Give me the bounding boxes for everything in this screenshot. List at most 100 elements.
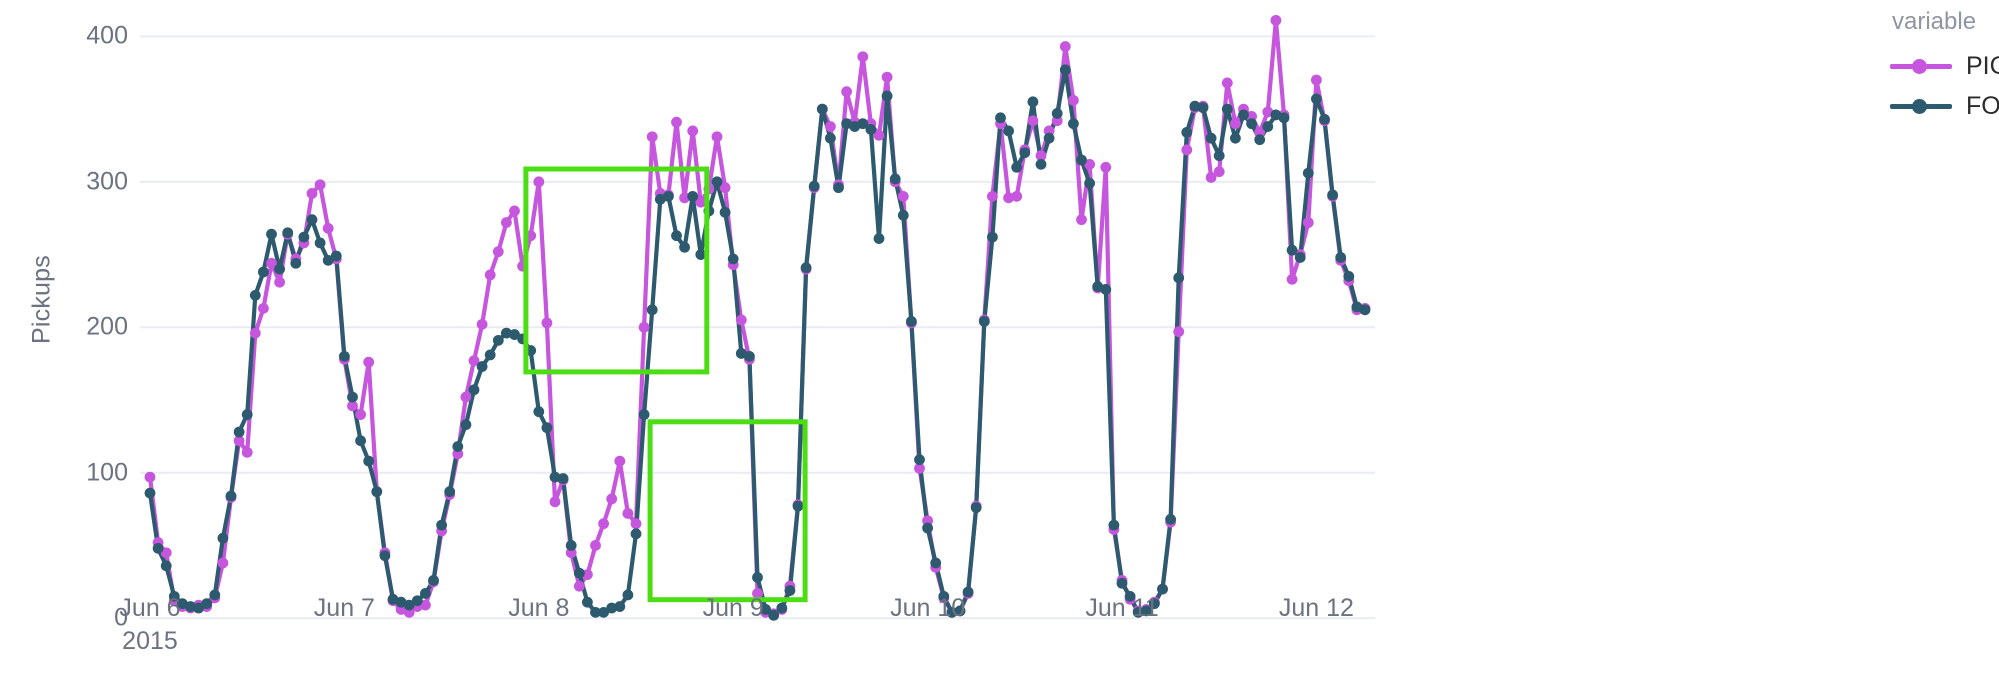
data-point <box>881 90 893 102</box>
legend-entry-pickups[interactable]: PICKUPS <box>1890 46 1999 86</box>
data-point <box>1270 14 1282 26</box>
data-point <box>663 190 674 202</box>
data-point <box>897 209 909 221</box>
data-point <box>468 384 480 396</box>
data-point <box>557 473 569 484</box>
data-point <box>590 606 601 618</box>
data-point <box>509 205 520 217</box>
data-point <box>193 602 204 614</box>
data-point <box>476 318 488 330</box>
data-point <box>436 519 447 531</box>
legend-entries: PICKUPS FORECAST <box>1890 46 1999 126</box>
x-axis-tick: Jun 11 <box>1085 592 1158 625</box>
data-point <box>314 179 326 191</box>
x-axis-tick-label: Jun 11 <box>1085 594 1159 622</box>
data-point <box>792 500 804 512</box>
data-point <box>881 71 893 83</box>
data-point <box>946 606 958 618</box>
data-point <box>1068 94 1079 106</box>
data-point <box>825 132 836 144</box>
y-axis-tick: 300 <box>86 167 128 196</box>
data-point <box>1221 77 1233 89</box>
data-point <box>1262 121 1274 132</box>
data-point <box>630 518 642 530</box>
data-point <box>541 422 553 434</box>
data-point <box>1108 519 1120 531</box>
data-point <box>849 121 861 132</box>
data-point <box>468 355 480 367</box>
data-point <box>355 409 366 420</box>
data-point <box>298 231 310 243</box>
data-point <box>622 508 634 519</box>
data-point <box>1100 284 1112 295</box>
data-point <box>679 241 690 253</box>
data-point <box>687 190 699 202</box>
data-point <box>1084 158 1095 170</box>
x-axis-tick-label: Jun 8 <box>508 594 570 622</box>
data-point <box>452 441 464 452</box>
x-axis-tick-label: Jun 9 <box>702 594 764 622</box>
data-point <box>1181 126 1193 138</box>
plot-area <box>140 0 1375 640</box>
plot-svg <box>140 14 1375 621</box>
data-point <box>160 547 172 559</box>
data-point <box>1084 177 1095 189</box>
data-point <box>484 269 496 281</box>
data-point <box>549 471 561 483</box>
data-point <box>241 446 253 458</box>
data-point <box>914 454 925 466</box>
data-point <box>233 435 245 447</box>
data-point <box>889 173 901 185</box>
data-point <box>541 317 553 329</box>
data-point <box>857 118 869 130</box>
data-point <box>873 233 885 244</box>
x-axis-tick-label: Jun 6 <box>119 594 181 622</box>
data-point <box>492 334 504 346</box>
data-point <box>355 435 366 447</box>
data-point <box>258 266 269 278</box>
data-point <box>306 188 318 199</box>
data-point <box>1230 118 1241 130</box>
legend-entry-forecast[interactable]: FORECAST <box>1890 86 1999 126</box>
data-point <box>533 176 545 188</box>
data-point <box>930 557 942 569</box>
data-point <box>1011 161 1023 173</box>
data-point <box>363 356 375 368</box>
data-point <box>1027 96 1039 108</box>
data-point <box>168 590 180 602</box>
data-point <box>695 249 707 260</box>
data-point <box>695 196 707 208</box>
data-point <box>1311 74 1322 86</box>
data-point <box>306 214 318 226</box>
data-point <box>201 598 213 610</box>
data-point <box>784 585 796 596</box>
legend-title: variable <box>1892 8 1977 35</box>
data-point <box>654 193 666 205</box>
data-point <box>752 588 763 599</box>
data-point <box>833 182 844 194</box>
data-point <box>233 426 245 438</box>
legend-swatch-icon <box>1890 51 1952 81</box>
data-point <box>582 569 593 580</box>
data-point <box>484 349 496 361</box>
data-point <box>897 190 909 202</box>
data-point <box>411 595 423 607</box>
data-point <box>873 129 885 141</box>
data-point <box>841 86 852 98</box>
x-axis-tick: Jun 6 2015 <box>119 592 180 658</box>
data-point <box>1035 158 1047 170</box>
data-point <box>735 348 747 359</box>
data-point <box>1181 144 1193 156</box>
data-point <box>1132 606 1144 618</box>
data-point <box>1003 192 1014 204</box>
data-point <box>1319 113 1330 125</box>
data-point <box>266 257 277 269</box>
data-point <box>1035 150 1047 162</box>
data-point <box>938 590 950 602</box>
data-point <box>1165 513 1176 525</box>
data-point <box>630 528 642 540</box>
series-markers-forecast <box>144 64 1371 621</box>
data-point <box>727 253 739 265</box>
data-point <box>614 455 626 467</box>
